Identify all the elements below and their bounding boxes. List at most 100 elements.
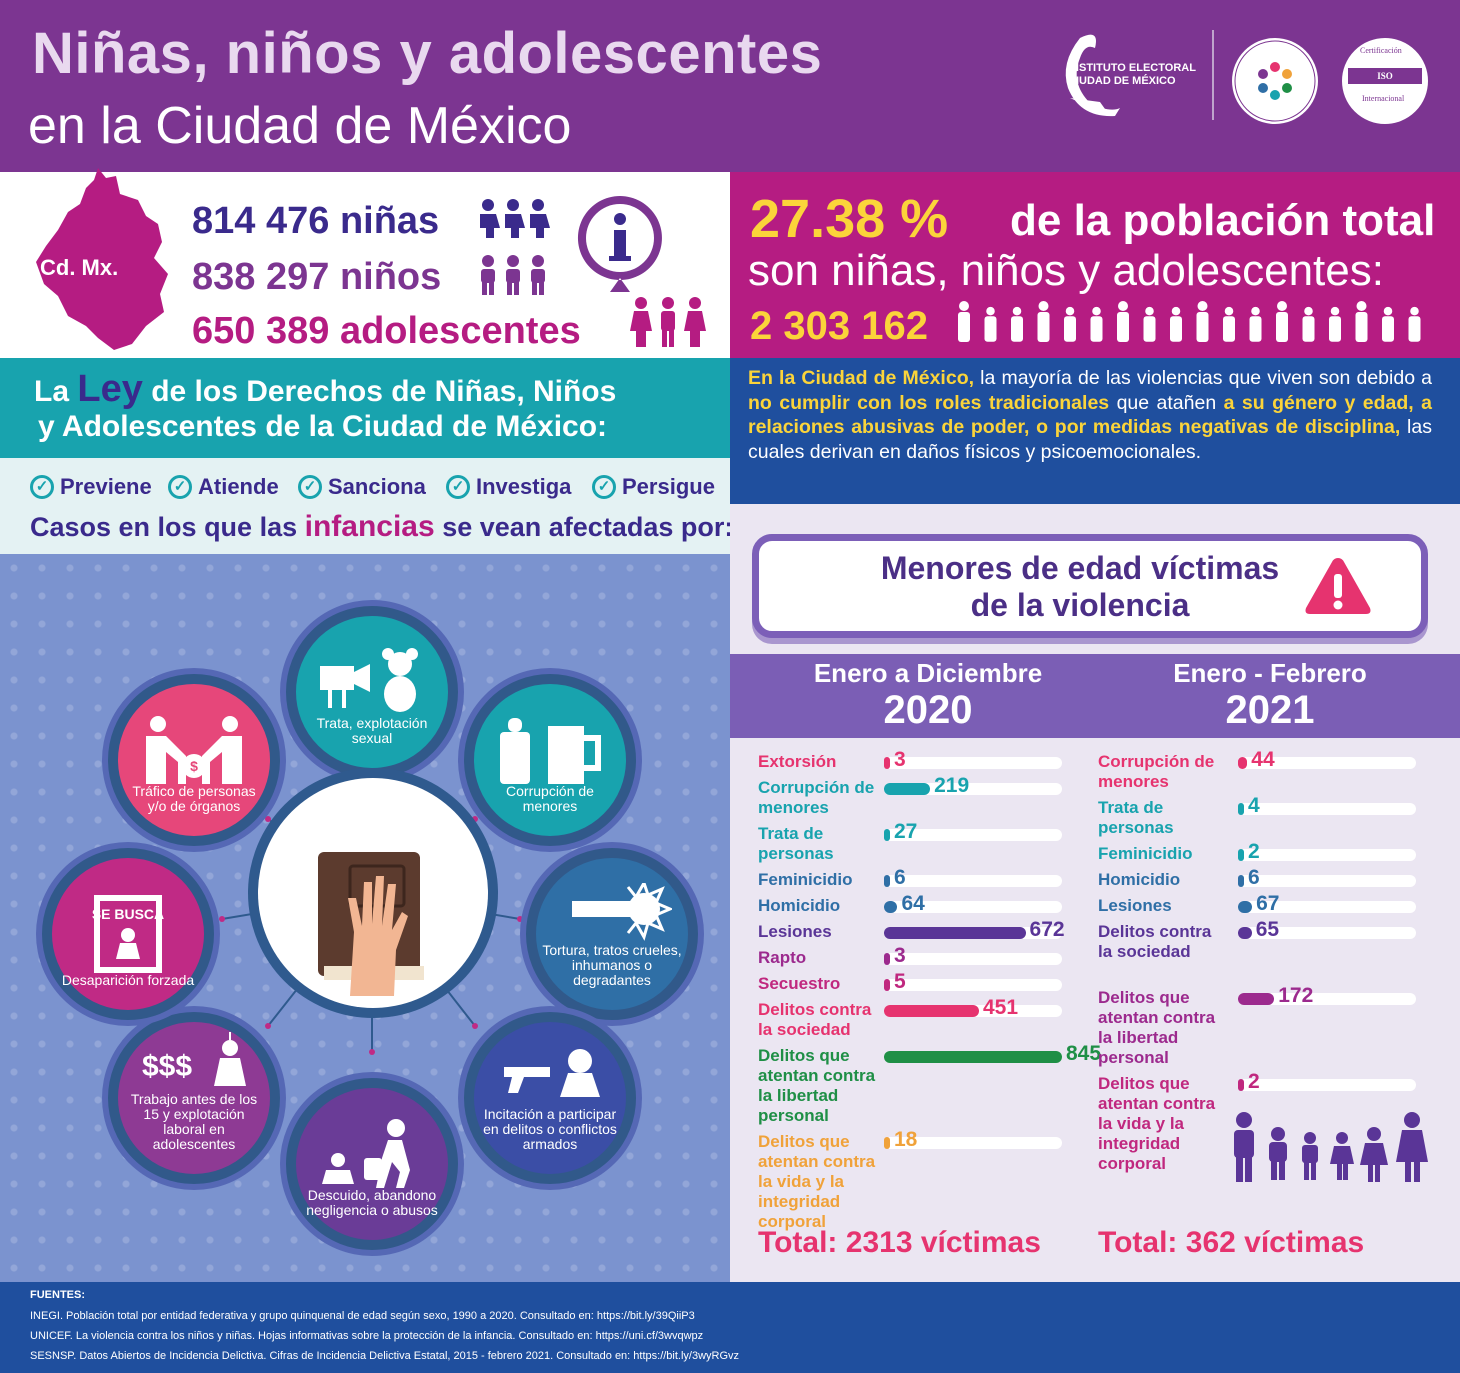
bar bbox=[1238, 901, 1253, 913]
svg-text:$: $ bbox=[190, 758, 198, 774]
bar-track bbox=[884, 757, 1062, 769]
bar-category-label: Delitos que atentan contra la libertad p… bbox=[1098, 988, 1216, 1067]
cdmx-map-label: Cd. Mx. bbox=[40, 255, 119, 280]
bottle-beer-icon bbox=[500, 718, 601, 784]
check-icon: ✓ bbox=[168, 475, 192, 499]
iso-bottom-text: Internacional bbox=[1362, 94, 1405, 103]
victims-title: Menores de edad víctimas de la violencia bbox=[880, 550, 1280, 623]
period-header-band bbox=[730, 654, 1460, 738]
bar-category-label: Delitos contra la sociedad bbox=[1098, 922, 1212, 961]
bar-category-label: Feminicidio bbox=[758, 870, 853, 889]
bar bbox=[1238, 757, 1248, 769]
check-icon: ✓ bbox=[298, 475, 322, 499]
bar bbox=[884, 783, 931, 795]
girls-label: niñas bbox=[339, 200, 440, 242]
bar bbox=[1238, 927, 1252, 939]
bar-category-label: Delitos que atentan contra la libertad p… bbox=[758, 1046, 876, 1125]
bar-track bbox=[884, 875, 1062, 887]
case-trata-explotacion: Trata, explotación sexual bbox=[286, 606, 458, 778]
victims-banner bbox=[752, 534, 1428, 638]
bar bbox=[1238, 849, 1244, 861]
page-subtitle: en la Ciudad de México bbox=[28, 97, 572, 155]
bar-track bbox=[1238, 1079, 1416, 1091]
bar-category-label: Trata de personas bbox=[1098, 798, 1174, 837]
law-title-line1: La Ley de los Derechos de Niñas, Niños bbox=[34, 368, 617, 410]
percentage-text-line1: de la población total bbox=[1010, 196, 1436, 245]
cases-heading: Casos en los que las infancias se vean a… bbox=[30, 510, 734, 543]
logo-divider bbox=[1212, 30, 1214, 120]
source-unicef: UNICEF. La violencia contra los niños y … bbox=[30, 1330, 704, 1342]
bar bbox=[884, 1137, 890, 1149]
bar-category-label: Delitos que atentan contra la vida y la … bbox=[1098, 1074, 1216, 1173]
bar bbox=[884, 757, 890, 769]
svg-text:SE BUSCA: SE BUSCA bbox=[92, 906, 164, 922]
law-title-line2: y Adolescentes de la Ciudad de México: bbox=[38, 410, 608, 443]
bar bbox=[884, 979, 890, 991]
bar-category-label: Rapto bbox=[758, 948, 807, 967]
case-desaparicion: SE BUSCA Desaparición forzada bbox=[42, 848, 214, 1020]
check-icon: ✓ bbox=[446, 475, 470, 499]
bar-category-label: Extorsión bbox=[758, 752, 837, 771]
period-2020-label: Enero a Diciembre bbox=[813, 658, 1043, 688]
case-descuido-abandono: Descuido, abandono negligencia o abusos bbox=[286, 1078, 458, 1250]
bar-value-label: 4 bbox=[1248, 794, 1260, 817]
bar-value-label: 18 bbox=[894, 1128, 918, 1151]
bar bbox=[884, 927, 1026, 939]
percentage-value: 27.38 % bbox=[750, 189, 949, 249]
case-trabajo-infantil: $$$ Trabajo antes de los 15 y explotació… bbox=[108, 1012, 280, 1184]
bar-category-label: Trata de personas bbox=[758, 824, 834, 863]
bar-value-label: 5 bbox=[894, 970, 906, 993]
header-banner bbox=[0, 0, 1460, 172]
law-actions-box bbox=[0, 458, 730, 554]
law-box bbox=[0, 358, 730, 458]
action-previene: ✓ Previene bbox=[30, 474, 152, 500]
abandonment-icon bbox=[322, 1119, 410, 1188]
bar-track bbox=[884, 901, 1062, 913]
bar-track bbox=[1238, 927, 1416, 939]
bar bbox=[884, 829, 890, 841]
bar-value-label: 2 bbox=[1248, 1070, 1260, 1093]
bar-value-label: 44 bbox=[1251, 748, 1275, 771]
family-people-icon bbox=[1234, 1112, 1428, 1182]
law-ley-word: Ley bbox=[77, 368, 143, 410]
girls-people-icon bbox=[480, 199, 550, 238]
bar-category-label: Delitos contra la sociedad bbox=[758, 1000, 872, 1039]
violence-context-box bbox=[730, 358, 1460, 504]
footer-sources bbox=[0, 1282, 1460, 1373]
bar-value-label: 65 bbox=[1255, 918, 1280, 941]
percentage-text-line2: son niñas, niños y adolescentes: bbox=[748, 246, 1384, 295]
bar bbox=[1238, 803, 1244, 815]
bar bbox=[884, 1051, 1062, 1063]
period-2021-label: Enero - Febrero bbox=[1173, 658, 1367, 688]
bar-value-label: 6 bbox=[894, 866, 906, 889]
bar-track bbox=[1238, 993, 1416, 1005]
boys-count-line: 838 297 niños bbox=[192, 256, 441, 299]
bar bbox=[884, 901, 898, 913]
bar-category-label: Corrupción de menores bbox=[758, 778, 875, 817]
iecm-logo-text: INSTITUTO ELECTORAL CIUDAD DE MÉXICO bbox=[1068, 62, 1196, 87]
bar-category-label: Homicidio bbox=[1098, 870, 1181, 889]
case-corrupcion-menores: Corrupción de menores bbox=[464, 674, 636, 846]
bar-value-label: 845 bbox=[1066, 1042, 1102, 1065]
action-atiende: ✓ Atiende bbox=[168, 474, 279, 500]
iso-badge-text: ISO ELECTORAL bbox=[1348, 68, 1422, 97]
bar-value-label: 64 bbox=[901, 892, 925, 915]
boys-label: niños bbox=[339, 256, 442, 298]
bar-value-label: 6 bbox=[1248, 866, 1260, 889]
iso-top-text: Certificación bbox=[1360, 46, 1402, 55]
total-2021: Total: 362 víctimas bbox=[1098, 1226, 1365, 1259]
sources-title: FUENTES: bbox=[30, 1289, 85, 1301]
bar-track bbox=[1238, 849, 1416, 861]
svg-text:$$$: $$$ bbox=[142, 1050, 192, 1083]
action-persigue: ✓ Persigue bbox=[592, 474, 715, 500]
case-trafico-personas: $ Tráfico de personas y/o de órganos bbox=[108, 674, 280, 846]
bar-track bbox=[884, 979, 1062, 991]
bar bbox=[1238, 1079, 1244, 1091]
bar-track bbox=[1238, 803, 1416, 815]
boys-people-icon bbox=[481, 255, 545, 295]
population-people-icons bbox=[958, 301, 1421, 342]
bar-value-label: 3 bbox=[894, 748, 906, 771]
gun-doll-icon bbox=[504, 1049, 600, 1097]
bar-value-label: 219 bbox=[934, 774, 970, 797]
bar-track bbox=[1238, 757, 1416, 769]
